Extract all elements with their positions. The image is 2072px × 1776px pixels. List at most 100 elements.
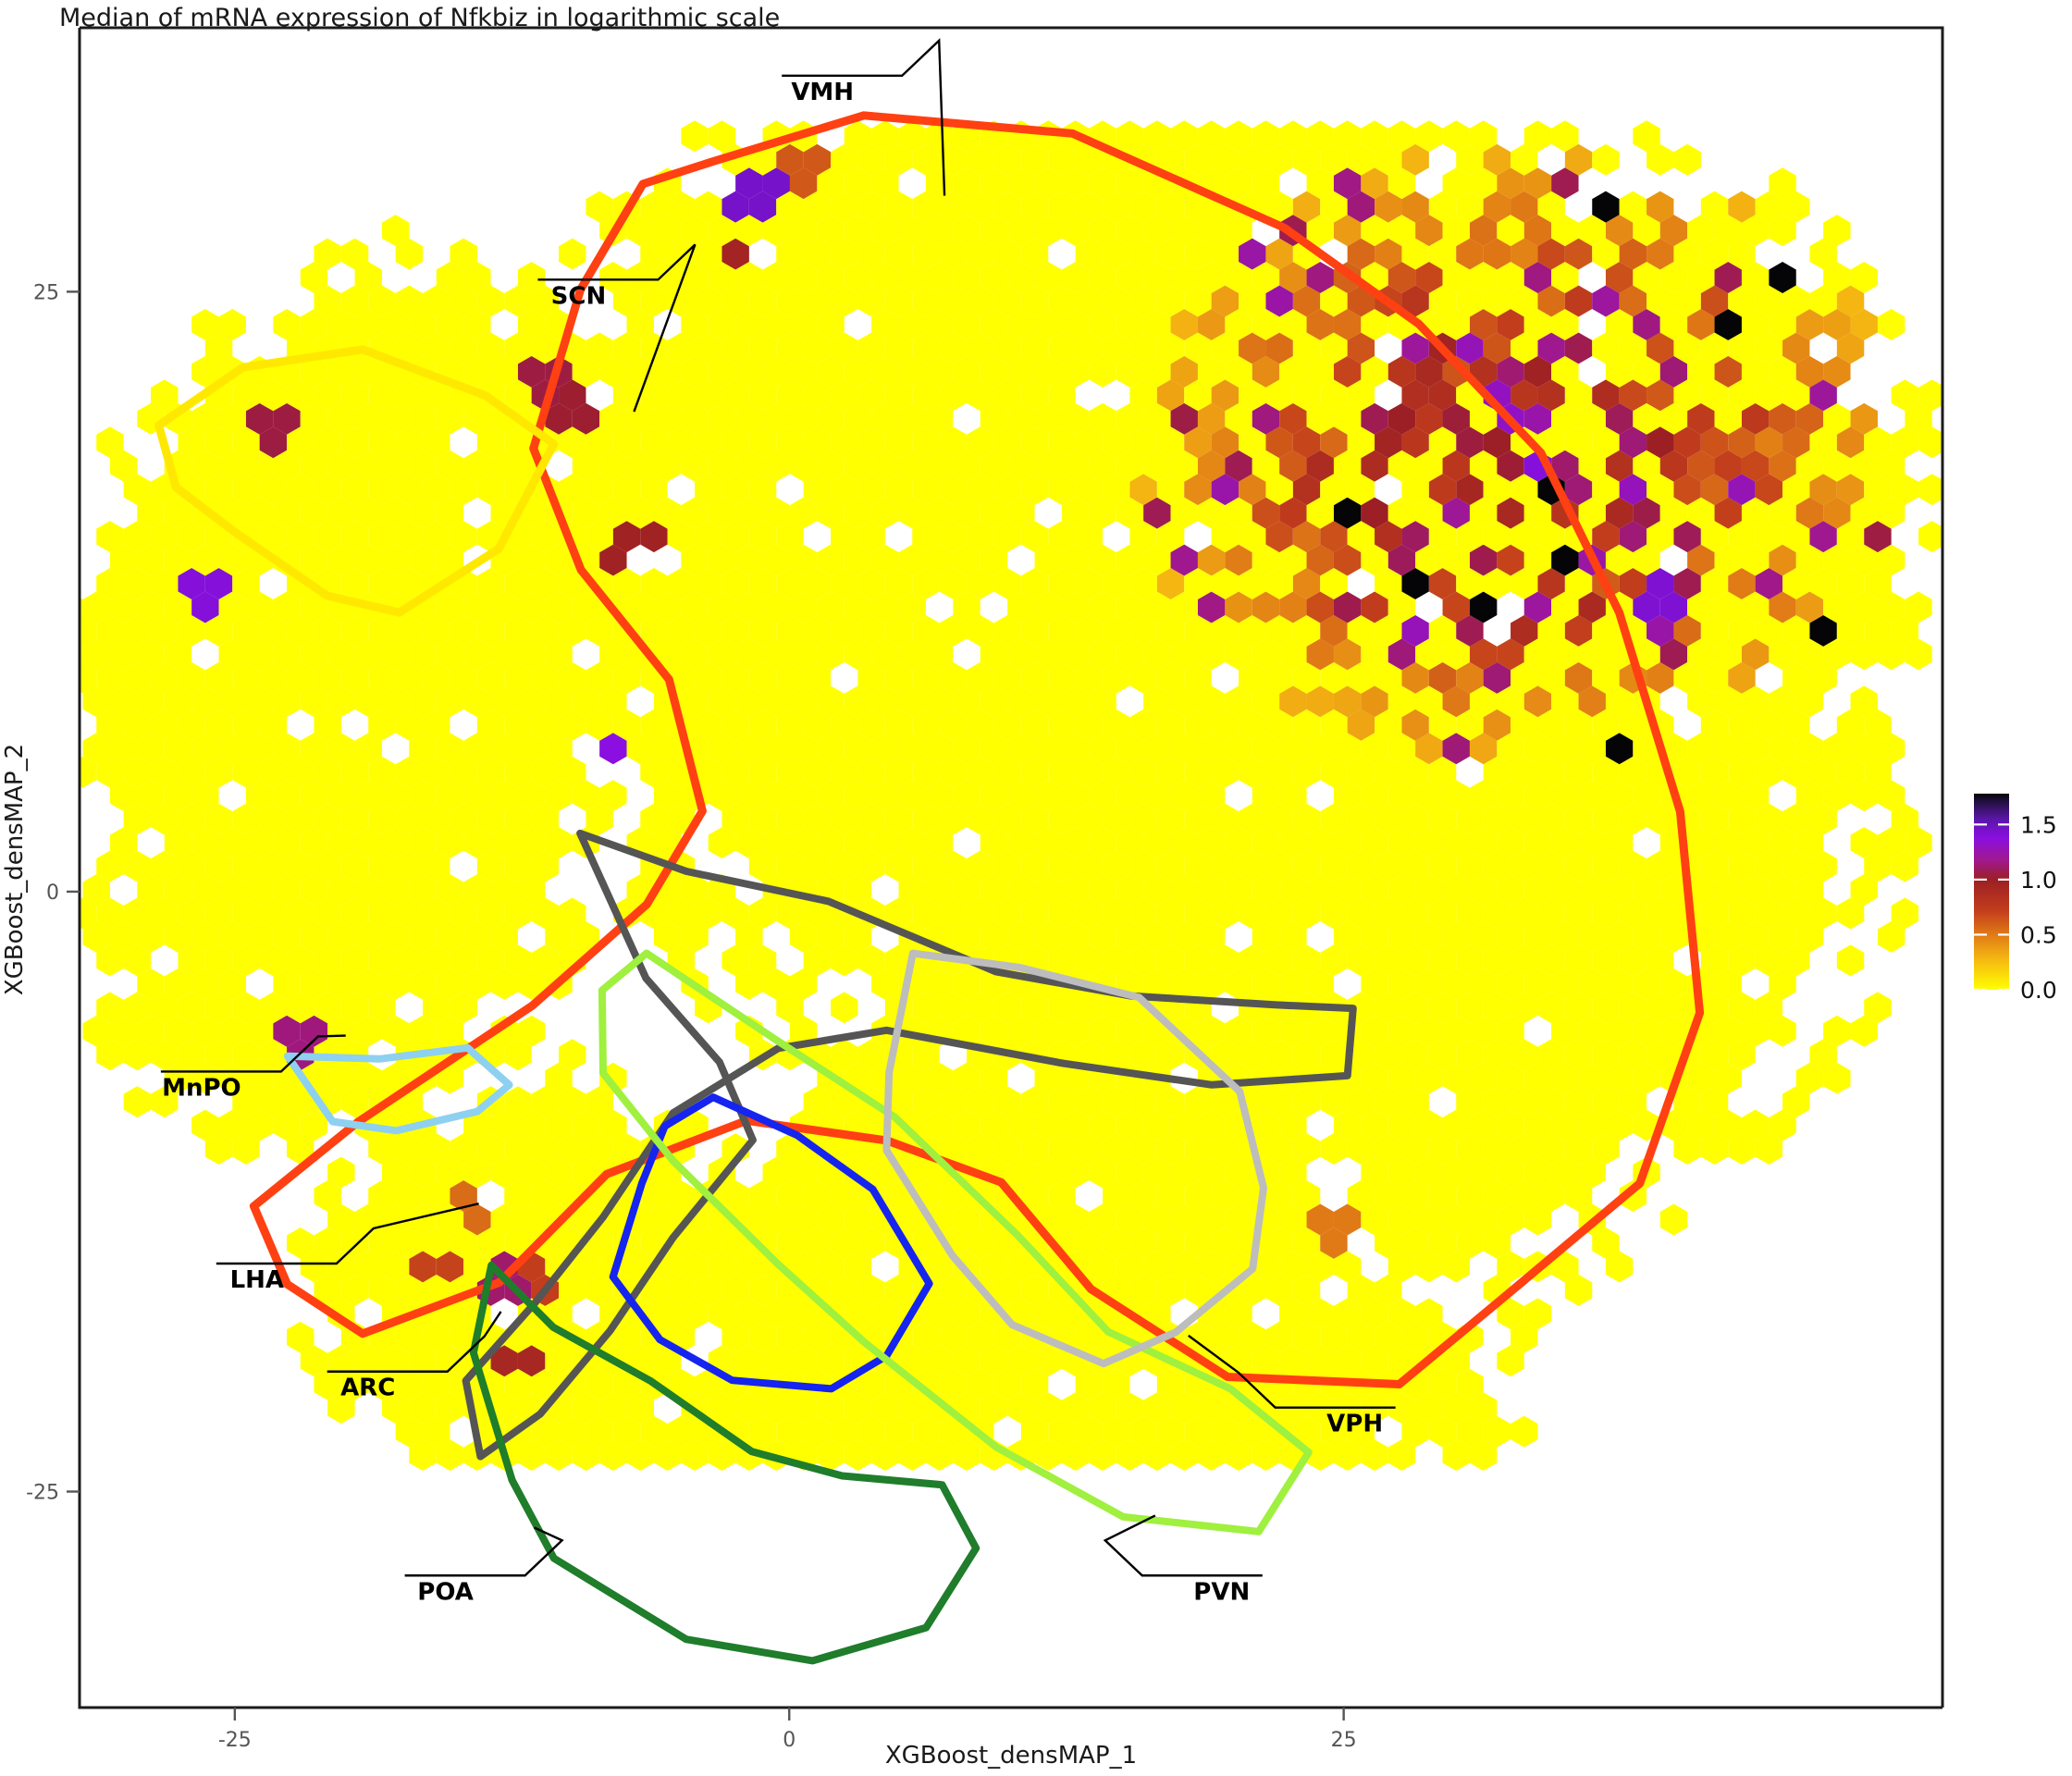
hex-bin	[340, 521, 369, 553]
hex-bin	[259, 850, 288, 882]
hex-bin	[1020, 1274, 1049, 1306]
hex-bin	[1089, 1392, 1116, 1424]
region-contour-vmh[interactable]	[249, 111, 1705, 1388]
hex-bin	[1333, 1251, 1362, 1283]
hex-bin	[1823, 355, 1851, 388]
hex-bin	[1048, 521, 1076, 553]
hex-bin	[1265, 709, 1293, 741]
hex-bin	[1279, 1298, 1307, 1330]
hex-bin	[708, 262, 736, 293]
hex-bin	[640, 285, 668, 317]
hex-bin	[273, 638, 301, 671]
hex-bin	[1347, 1180, 1375, 1212]
hex-bin	[681, 591, 709, 623]
leader-line-poa	[404, 1526, 564, 1577]
hex-bin	[1156, 897, 1185, 930]
region-contour-vph[interactable]	[882, 949, 1267, 1368]
region-contour-arc[interactable]	[609, 1093, 933, 1393]
hex-bin	[1592, 426, 1620, 459]
hex-bin	[476, 803, 505, 835]
hex-bin	[599, 638, 627, 671]
hex-bin	[1279, 780, 1307, 812]
hex-bin	[287, 756, 314, 788]
hex-bin	[1225, 262, 1252, 293]
hex-bin	[1143, 1392, 1171, 1424]
hex-bin	[1170, 827, 1198, 859]
hex-bin	[1252, 544, 1280, 576]
hex-bin	[599, 733, 627, 765]
hex-bin	[789, 920, 818, 953]
hex-bin	[612, 1368, 641, 1400]
hex-bin	[925, 544, 954, 576]
hex-bin	[1497, 780, 1524, 812]
hex-bin	[722, 897, 749, 930]
region-contour-poa[interactable]	[469, 1261, 980, 1665]
hex-bin	[803, 614, 832, 647]
hex-bin	[1782, 426, 1810, 459]
hex-bin	[1007, 1251, 1035, 1283]
hex-bin	[1075, 332, 1104, 364]
hex-bin	[817, 733, 845, 765]
hex-bin	[1442, 402, 1470, 435]
hex-bin	[1905, 827, 1932, 859]
hex-bin	[559, 379, 586, 412]
hex-bin	[640, 709, 668, 741]
hex-bin	[559, 1086, 586, 1118]
region-contour-scn[interactable]	[154, 345, 559, 617]
hex-bin	[1211, 474, 1240, 506]
hex-bin	[1375, 143, 1402, 176]
hex-bin	[1239, 426, 1266, 459]
hex-bin	[1809, 568, 1837, 599]
hex-bin	[1347, 285, 1375, 317]
hex-bin	[1333, 591, 1362, 623]
hex-bin	[1375, 709, 1402, 741]
hex-bin	[409, 1439, 437, 1472]
hex-bin	[504, 803, 532, 835]
hex-bin	[1320, 332, 1348, 364]
hex-bin	[1279, 450, 1307, 482]
hex-bin	[232, 944, 260, 977]
hex-bin	[708, 450, 736, 482]
hex-bin	[871, 450, 899, 482]
hex-bin	[1156, 379, 1185, 412]
hex-bin	[1075, 474, 1104, 506]
hex-bin	[572, 780, 600, 812]
hex-bin	[967, 661, 994, 694]
hex-bin	[1333, 355, 1362, 388]
hex-bin	[980, 262, 1008, 293]
hex-bin	[517, 827, 546, 859]
hex-bin	[1239, 474, 1266, 506]
hex-bin	[1442, 262, 1470, 293]
region-contour-pvn[interactable]	[598, 949, 1313, 1536]
hex-bin	[517, 262, 546, 293]
colorbar[interactable]: 0.00.51.01.5	[1974, 794, 2057, 1004]
hex-bin	[1633, 497, 1660, 529]
hex-bin	[436, 638, 464, 671]
region-contour-mnpo[interactable]	[283, 1043, 513, 1135]
hex-bin	[1170, 402, 1198, 435]
hex-bin	[1714, 920, 1742, 953]
hex-bin	[912, 709, 940, 741]
hex-bin	[1388, 1251, 1416, 1283]
hex-bin	[1497, 355, 1524, 388]
hex-bin	[844, 215, 872, 247]
hex-bin	[1184, 568, 1212, 599]
hex-bin	[423, 332, 450, 364]
hex-bin	[599, 544, 627, 576]
hex-bin	[1388, 402, 1416, 435]
hex-bin	[300, 1109, 328, 1141]
hex-bin	[1633, 638, 1660, 671]
hex-bin	[898, 1109, 926, 1141]
hex-bin	[1877, 827, 1906, 859]
hex-bin	[490, 1345, 518, 1377]
hex-bin	[1523, 402, 1552, 435]
hex-bin	[1143, 450, 1171, 482]
hex-bin	[1483, 426, 1511, 459]
hex-bin	[762, 167, 790, 200]
hex-bin	[776, 992, 804, 1024]
hex-bin	[1442, 1439, 1470, 1472]
hex-bin	[1197, 638, 1226, 671]
hex-bin	[178, 709, 205, 741]
hex-bin	[1265, 143, 1293, 176]
